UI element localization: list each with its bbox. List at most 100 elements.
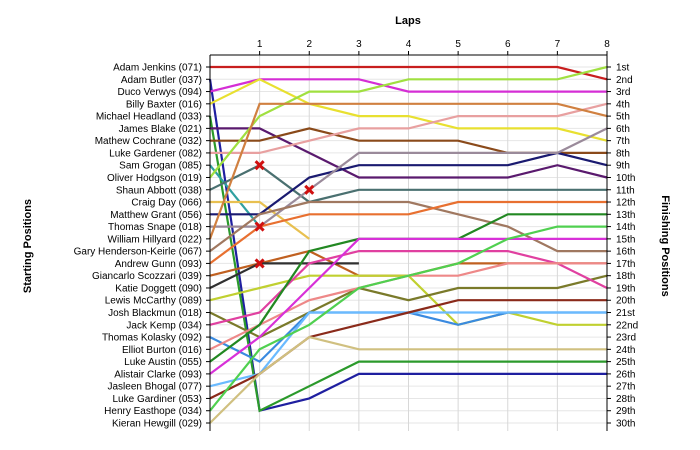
x-tick-label: 6	[505, 39, 511, 50]
starting-position-label: James Blake (021)	[119, 124, 202, 135]
driver-line-22	[209, 250, 608, 326]
starting-position-label: Shaun Abbott (038)	[116, 185, 202, 196]
starting-position-label: Thomas Snape (018)	[108, 222, 202, 233]
finishing-position-label: 12th	[616, 198, 635, 209]
starting-position-label: Lewis McCarthy (089)	[105, 296, 202, 307]
retirement-cross-b	[254, 258, 265, 269]
starting-position-label: Oliver Hodgson (019)	[107, 173, 202, 184]
starting-position-label: Giancarlo Scozzari (039)	[92, 271, 202, 282]
finishing-position-label: 28th	[616, 394, 635, 405]
finishing-position-label: 21st	[616, 308, 635, 319]
starting-position-label: Adam Jenkins (071)	[113, 63, 202, 74]
starting-position-label: Billy Baxter (016)	[126, 99, 202, 110]
right-axis-title: Finishing Positions	[659, 195, 671, 296]
starting-position-label: Alistair Clarke (093)	[114, 369, 202, 380]
starting-position-label: Luke Austin (055)	[124, 357, 202, 368]
left-axis-title: Starting Positions	[22, 199, 34, 293]
starting-position-label: Kieran Hewgill (029)	[112, 419, 202, 430]
starting-position-label: Luke Gardener (082)	[109, 148, 202, 159]
retirement-cross-b	[304, 184, 315, 195]
starting-position-label: Adam Butler (037)	[121, 75, 202, 86]
driver-line-30	[209, 335, 607, 424]
starting-position-label: Matthew Grant (056)	[110, 210, 202, 221]
starting-position-label: Andrew Gunn (093)	[115, 259, 202, 270]
finishing-position-label: 7th	[616, 136, 630, 147]
x-tick-label: 2	[306, 39, 312, 50]
driver-line-29	[209, 225, 607, 412]
finishing-position-label: 10th	[616, 173, 635, 184]
finishing-position-label: 14th	[616, 222, 635, 233]
series-lines	[208, 65, 608, 424]
finishing-position-label: 11th	[616, 185, 635, 196]
finishing-position-label: 6th	[616, 124, 630, 135]
finishing-position-label: 5th	[616, 112, 630, 123]
finishing-position-label: 3rd	[616, 87, 630, 98]
finishing-position-label: 2nd	[616, 75, 633, 86]
driver-line-14	[210, 127, 608, 228]
retirement-cross-b	[254, 221, 265, 232]
starting-position-label: Gary Henderson-Keirle (067)	[74, 247, 202, 258]
driver-line-16	[209, 200, 607, 253]
x-axis-title: Laps	[395, 15, 421, 27]
x-tick-label: 3	[356, 39, 362, 50]
driver-line-5	[208, 115, 607, 413]
retirement-marker	[254, 258, 265, 269]
finishing-position-label: 29th	[616, 406, 635, 417]
driver-line-9	[209, 164, 261, 228]
driver-line-3	[209, 78, 607, 93]
retirement-marker	[304, 184, 315, 195]
starting-position-label: Thomas Kolasky (092)	[102, 333, 202, 344]
finishing-position-label: 8th	[616, 148, 630, 159]
driver-line-21	[209, 274, 608, 339]
driver-line-17	[209, 200, 607, 265]
driver-line-13	[210, 151, 608, 216]
retirement-marker	[254, 160, 265, 171]
starting-position-label: Josh Blackmun (018)	[108, 308, 202, 319]
starting-position-label: Michael Headland (033)	[96, 112, 202, 123]
finishing-position-label: 24th	[616, 345, 635, 356]
driver-line-8	[210, 102, 608, 154]
finishing-position-label: 20th	[616, 296, 635, 307]
finishing-position-label: 4th	[616, 99, 630, 110]
finishing-position-label: 13th	[616, 210, 635, 221]
finishing-position-label: 9th	[616, 161, 630, 172]
finishing-position-label: 18th	[616, 271, 635, 282]
driver-line-26	[209, 237, 607, 375]
driver-line-12	[210, 200, 310, 240]
driver-line-2	[208, 79, 607, 413]
labels: 1 2 3 4 5 6 7 8 Adam Jenkins (071)Adam Butler (0…	[74, 39, 639, 430]
starting-position-label: Sam Grogan (085)	[119, 161, 202, 172]
starting-position-label: Craig Day (066)	[131, 198, 202, 209]
starting-position-label: Katie Doggett (090)	[115, 283, 202, 294]
finishing-position-label: 1st	[616, 63, 630, 74]
driver-line-10	[209, 65, 608, 179]
starting-position-label: Luke Gardiner (053)	[113, 394, 203, 405]
finishing-position-label: 26th	[616, 369, 635, 380]
finishing-position-label: 22nd	[616, 320, 638, 331]
finishing-position-label: 27th	[616, 382, 635, 393]
finishing-position-label: 16th	[616, 247, 635, 258]
driver-line-4	[209, 78, 608, 142]
x-tick-label: 7	[555, 39, 561, 50]
starting-position-label: Mathew Cochrane (032)	[95, 136, 202, 147]
driver-line-1	[210, 65, 608, 81]
finishing-position-label: 15th	[616, 234, 635, 245]
driver-line-11	[209, 163, 607, 204]
axes	[206, 51, 611, 431]
starting-position-label: Jasleen Bhogal (077)	[107, 382, 202, 393]
starting-position-label: Jack Kemp (034)	[126, 320, 202, 331]
starting-position-label: Duco Verwys (094)	[118, 87, 202, 98]
x-tick-label: 5	[455, 39, 461, 50]
finishing-position-label: 17th	[616, 259, 635, 270]
x-tick-label: 1	[257, 39, 263, 50]
finishing-position-label: 23rd	[616, 333, 636, 344]
finishing-position-label: 30th	[616, 419, 635, 430]
starting-position-label: William Hillyard (022)	[108, 234, 202, 245]
starting-position-label: Henry Easthope (034)	[104, 406, 202, 417]
retirement-marker	[254, 221, 265, 232]
x-tick-label: 4	[406, 39, 412, 50]
finishing-position-label: 19th	[616, 283, 635, 294]
driver-line-15	[208, 102, 608, 240]
finishing-position-label: 25th	[616, 357, 635, 368]
